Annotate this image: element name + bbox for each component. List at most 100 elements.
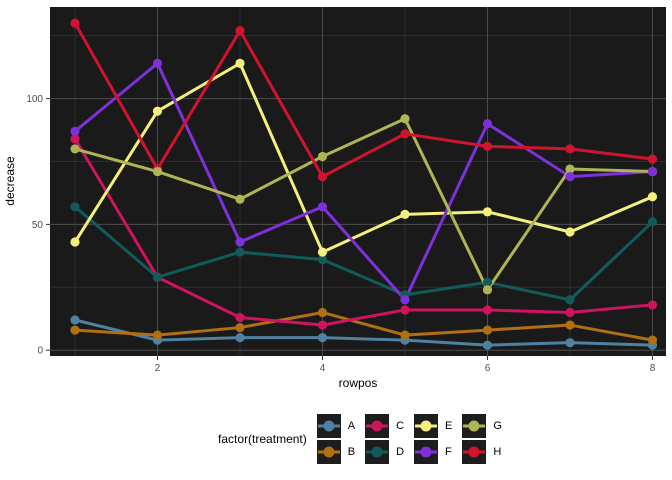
- x-axis-title: rowpos: [338, 376, 378, 390]
- series-point-A: [317, 333, 328, 343]
- series-line-F: [74, 61, 653, 302]
- series-point-F: [647, 166, 658, 177]
- series-point-G: [70, 144, 80, 154]
- legend-label: E: [445, 420, 453, 432]
- series-point-C: [400, 305, 410, 315]
- series-point-E: [647, 192, 658, 202]
- series-point-B: [152, 330, 163, 340]
- series-point-D: [482, 277, 493, 287]
- series-point-F: [235, 237, 245, 247]
- series-point-C: [70, 134, 80, 144]
- series-point-H: [647, 154, 658, 164]
- plot-panel: [50, 7, 666, 356]
- series-point-B: [317, 307, 328, 318]
- y-tick-label: 50: [32, 220, 44, 231]
- series-point-E: [400, 209, 410, 219]
- series-line-C: [73, 138, 653, 327]
- series-point-E: [482, 207, 493, 217]
- legend-item-B: B: [316, 440, 356, 464]
- series-point-E: [70, 237, 80, 247]
- legend-item-E: E: [414, 414, 452, 438]
- series-point-F: [152, 58, 163, 68]
- series-point-A: [235, 333, 245, 343]
- legend-label: F: [445, 446, 452, 458]
- legend-key-icon: [414, 440, 439, 464]
- series-line-E: [73, 61, 654, 254]
- legend-item-C: C: [365, 414, 404, 438]
- series-point-B: [565, 320, 575, 330]
- series-point-F: [565, 171, 575, 182]
- series-point-B: [70, 325, 80, 335]
- x-tick-label: 2: [155, 363, 161, 374]
- series-point-F: [317, 202, 328, 212]
- series-point-D: [235, 247, 245, 257]
- series-point-E: [235, 58, 245, 68]
- legend-label: D: [396, 446, 405, 458]
- legend-label: G: [493, 420, 502, 432]
- x-tick-label: 6: [485, 363, 491, 374]
- legend-label: B: [347, 446, 356, 458]
- series-point-C: [235, 312, 245, 323]
- series-line-D: [74, 205, 654, 302]
- series-point-H: [70, 18, 80, 28]
- legend-item-D: D: [365, 440, 404, 464]
- x-tick-label: 4: [320, 363, 326, 374]
- series-point-H: [400, 129, 410, 139]
- series-point-B: [400, 330, 410, 340]
- series-point-G: [400, 114, 410, 124]
- series-point-H: [317, 171, 328, 182]
- series-point-D: [70, 202, 80, 212]
- series-point-D: [317, 255, 328, 265]
- legend-key-icon: [414, 414, 439, 438]
- series-point-A: [70, 315, 80, 325]
- series-point-H: [565, 144, 575, 154]
- series-point-G: [565, 164, 575, 174]
- series-point-E: [565, 227, 575, 237]
- series-point-G: [235, 194, 245, 204]
- series-point-G: [482, 285, 493, 295]
- series-point-D: [565, 295, 575, 305]
- legend-item-A: A: [316, 414, 356, 438]
- y-axis-title: decrease: [3, 156, 17, 206]
- legend-label: H: [493, 446, 502, 458]
- series-point-C: [482, 305, 493, 315]
- series-point-A: [565, 338, 575, 348]
- legend-label: A: [347, 420, 356, 432]
- series-point-E: [152, 106, 163, 116]
- series-point-H: [235, 26, 245, 36]
- series-point-C: [565, 307, 575, 318]
- series-point-F: [482, 119, 493, 129]
- y-tick-label: 0: [37, 346, 43, 357]
- series-point-C: [647, 300, 658, 310]
- x-tick-label: 8: [650, 363, 656, 374]
- y-tick-label: 100: [26, 94, 43, 105]
- series-point-G: [317, 151, 328, 162]
- legend-label: C: [396, 420, 405, 432]
- legend-key-icon: [462, 414, 487, 438]
- legend-key-icon: [365, 440, 390, 464]
- series-point-C: [317, 320, 328, 330]
- legend-item-F: F: [414, 440, 452, 464]
- series-point-F: [400, 295, 410, 305]
- series-point-D: [152, 272, 163, 282]
- series-point-D: [647, 217, 658, 227]
- legend-key-icon: [316, 414, 341, 438]
- series-line-B: [74, 310, 653, 342]
- series-line-A: [74, 318, 653, 347]
- legend-key-icon: [316, 440, 341, 464]
- series-line-H: [73, 22, 653, 179]
- chart-svg: 2 4 6 8 0 50 100: [26, 7, 666, 374]
- series-point-H: [482, 141, 493, 151]
- series-point-B: [235, 322, 245, 333]
- legend-key-icon: [462, 440, 487, 464]
- series-point-A: [482, 340, 493, 350]
- series-line-G: [74, 117, 653, 292]
- series-point-G: [152, 166, 163, 177]
